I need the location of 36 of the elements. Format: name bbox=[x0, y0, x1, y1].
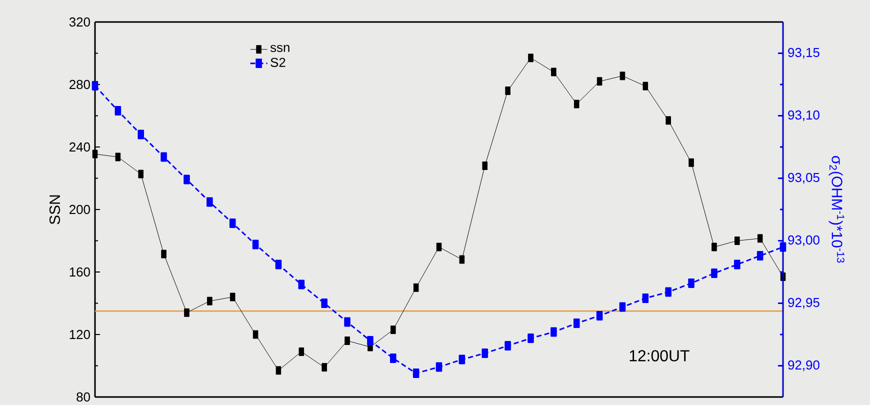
point bbox=[252, 240, 259, 250]
point bbox=[642, 294, 649, 303]
y2-tick-label: 93,10 bbox=[788, 110, 820, 122]
point bbox=[412, 368, 420, 378]
annotation: 12:00UT bbox=[630, 350, 690, 362]
y-axis-title: SSN bbox=[49, 195, 60, 224]
y-tick-label: 240 bbox=[70, 142, 90, 152]
point bbox=[114, 106, 122, 116]
point bbox=[229, 218, 236, 228]
y-tick-label: 320 bbox=[69, 17, 90, 27]
legend-label: ssn bbox=[270, 44, 290, 52]
y-tick-label: 200 bbox=[70, 204, 90, 214]
point bbox=[298, 280, 305, 290]
y2-tick-label: 92,90 bbox=[788, 360, 820, 372]
y2-axis-title: σ$_{2}$(OHM$^{-1}$)*10$^{-13}$ bbox=[828, 156, 844, 263]
y-tick-label: 160 bbox=[70, 267, 90, 277]
y2-tick-label: 93,15 bbox=[788, 48, 820, 59]
point bbox=[482, 348, 488, 358]
point bbox=[138, 130, 144, 140]
point bbox=[780, 242, 786, 252]
point bbox=[275, 260, 282, 270]
y-tick-label: 280 bbox=[70, 80, 90, 90]
y2-tick-label: 93,05 bbox=[788, 172, 820, 184]
point bbox=[458, 354, 466, 364]
point bbox=[596, 311, 603, 320]
point bbox=[573, 318, 580, 328]
point bbox=[619, 302, 626, 312]
point bbox=[92, 81, 98, 90]
point bbox=[756, 251, 764, 260]
legend-label: S2 bbox=[270, 58, 286, 67]
y2-tick-label: 92,95 bbox=[788, 298, 820, 309]
y2-tick-label: 93,00 bbox=[788, 235, 820, 246]
y-tick-label: 120 bbox=[70, 330, 90, 340]
point bbox=[482, 162, 488, 170]
y-tick-label: 80 bbox=[76, 392, 90, 402]
point bbox=[436, 362, 442, 372]
